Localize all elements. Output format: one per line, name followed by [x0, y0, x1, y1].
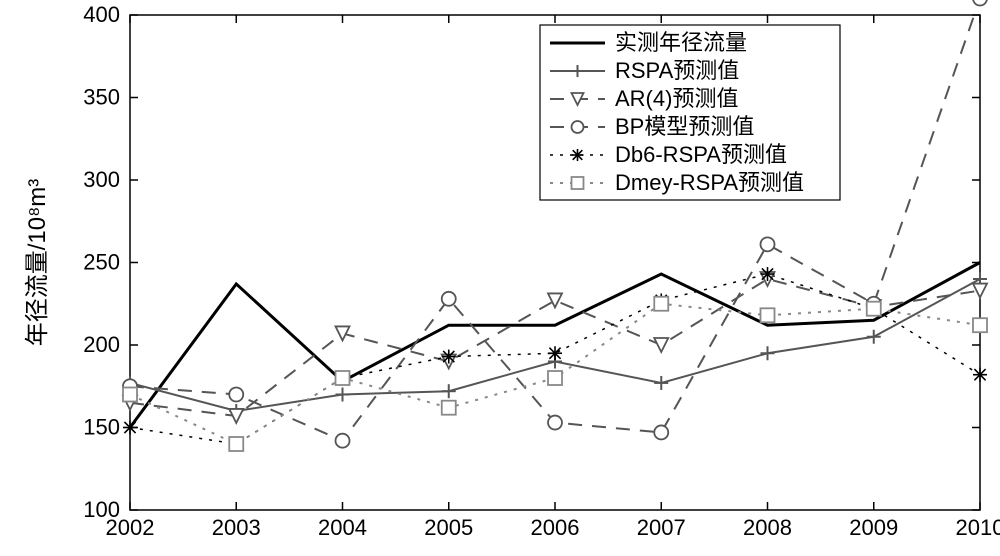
x-tick-label: 2006: [531, 515, 580, 540]
x-tick-label: 2002: [106, 515, 155, 540]
runoff-line-chart: 1001502002503003504002002200320042005200…: [0, 0, 1000, 551]
x-tick-label: 2010: [956, 515, 1000, 540]
legend-label-db6: Db6-RSPA预测值: [615, 142, 787, 167]
legend-label-rspa: RSPA预测值: [615, 58, 739, 83]
y-tick-label: 250: [83, 250, 120, 275]
x-tick-label: 2004: [318, 515, 367, 540]
y-axis-label: 年径流量/10⁸m³: [24, 179, 51, 346]
legend-label-ar4: AR(4)预测值: [615, 86, 738, 111]
legend-label-bp: BP模型预测值: [615, 114, 754, 139]
y-tick-label: 300: [83, 167, 120, 192]
x-tick-label: 2003: [212, 515, 261, 540]
x-tick-label: 2008: [743, 515, 792, 540]
series-markers: [123, 0, 987, 451]
y-tick-label: 150: [83, 415, 120, 440]
x-tick-label: 2005: [424, 515, 473, 540]
y-tick-label: 350: [83, 85, 120, 110]
legend: 实测年径流量 RSPA预测值 AR(4)预测值 BP模型预测值 Db6-RSPA预测值 D…: [540, 25, 840, 200]
chart-container: 1001502002503003504002002200320042005200…: [0, 0, 1000, 551]
legend-label-measured: 实测年径流量: [615, 30, 747, 55]
y-tick-label: 400: [83, 2, 120, 27]
legend-label-dmey: Dmey-RSPA预测值: [615, 170, 804, 195]
y-tick-label: 200: [83, 332, 120, 357]
x-tick-label: 2007: [637, 515, 686, 540]
x-tick-label: 2009: [849, 515, 898, 540]
